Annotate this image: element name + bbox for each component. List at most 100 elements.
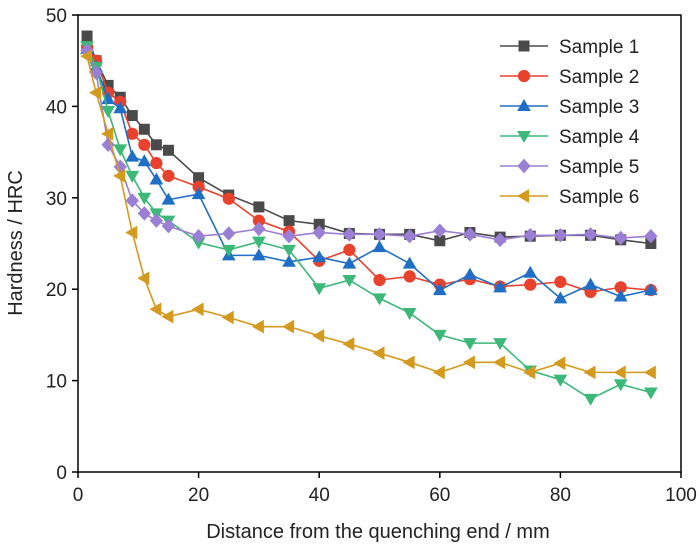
y-tick-label: 40 xyxy=(46,97,67,118)
data-point xyxy=(221,244,236,257)
data-point xyxy=(433,223,447,238)
data-point xyxy=(403,270,416,283)
data-point xyxy=(125,225,138,240)
series-2 xyxy=(80,40,657,299)
data-point xyxy=(462,355,475,370)
data-point xyxy=(553,356,566,371)
x-tick-label: 80 xyxy=(550,485,571,506)
series-4 xyxy=(80,41,658,406)
data-point xyxy=(283,215,295,227)
data-point xyxy=(282,244,296,257)
legend-label: Sample 6 xyxy=(559,187,639,208)
data-point xyxy=(113,169,126,183)
data-point xyxy=(583,393,598,406)
data-point xyxy=(402,228,417,244)
data-point xyxy=(614,230,628,246)
data-point xyxy=(191,302,204,317)
legend-marker xyxy=(517,131,531,144)
data-point xyxy=(432,329,447,342)
series-layer xyxy=(80,30,658,406)
plot-frame xyxy=(77,14,682,473)
data-point xyxy=(126,110,138,122)
x-tick-label: 0 xyxy=(73,485,84,506)
data-point xyxy=(554,275,567,288)
legend-marker xyxy=(516,189,529,203)
data-point xyxy=(342,256,357,269)
series-line xyxy=(86,55,651,374)
data-point xyxy=(643,387,658,400)
data-point xyxy=(523,365,536,380)
data-point xyxy=(161,192,176,205)
data-point xyxy=(493,280,507,293)
data-point xyxy=(312,250,327,263)
data-point xyxy=(402,355,415,370)
data-point xyxy=(523,265,538,278)
legend-item: Sample 3 xyxy=(500,97,639,118)
data-point xyxy=(125,149,140,162)
legend-label: Sample 5 xyxy=(559,157,639,178)
data-point xyxy=(149,172,164,185)
y-axis-title: Hardness / HRC xyxy=(5,170,27,316)
data-point xyxy=(282,228,296,244)
legend-item: Sample 5 xyxy=(500,157,639,178)
data-point xyxy=(372,346,385,361)
data-point xyxy=(402,256,417,269)
data-point xyxy=(583,277,598,290)
data-point xyxy=(373,273,386,287)
data-point xyxy=(125,170,140,183)
data-point xyxy=(113,101,128,114)
data-point xyxy=(312,225,326,240)
data-point xyxy=(553,228,568,243)
data-point xyxy=(137,154,152,167)
data-point xyxy=(191,228,206,244)
series-5 xyxy=(80,43,658,248)
data-point xyxy=(613,289,628,302)
data-point xyxy=(282,254,296,267)
data-point xyxy=(80,49,93,63)
legend-marker xyxy=(517,69,531,83)
legend-marker xyxy=(518,40,530,52)
data-point xyxy=(342,275,357,288)
data-point xyxy=(138,123,150,135)
data-point xyxy=(252,236,266,249)
y-tick-label: 50 xyxy=(46,6,67,27)
data-point xyxy=(253,201,265,213)
data-point xyxy=(81,30,93,42)
legend-label: Sample 4 xyxy=(559,127,640,148)
legend: Sample 1 Sample 2 Sample 3 Sample 4 Sample 5… xyxy=(500,37,640,208)
data-point xyxy=(251,319,264,334)
data-point xyxy=(101,105,116,118)
y-tick-label: 30 xyxy=(46,189,67,210)
data-point xyxy=(343,243,356,256)
data-point xyxy=(613,365,626,380)
data-point xyxy=(523,228,537,243)
data-point xyxy=(89,85,102,100)
data-point xyxy=(149,213,164,228)
legend-item: Sample 2 xyxy=(500,67,639,88)
data-point xyxy=(161,218,176,234)
data-point xyxy=(137,271,150,286)
data-point xyxy=(125,193,139,208)
data-point xyxy=(463,227,477,242)
data-point xyxy=(101,126,114,141)
data-point xyxy=(643,283,658,296)
legend-marker xyxy=(517,158,531,174)
data-point xyxy=(149,302,162,317)
data-point xyxy=(342,337,355,351)
data-point xyxy=(432,283,447,296)
data-point xyxy=(252,221,266,237)
data-point xyxy=(252,248,266,261)
data-point xyxy=(137,206,152,221)
legend-marker xyxy=(517,98,531,111)
legend-item: Sample 1 xyxy=(500,37,639,58)
x-tick-label: 20 xyxy=(188,485,209,506)
y-tick-label: 20 xyxy=(46,280,67,301)
data-point xyxy=(282,319,295,334)
data-point xyxy=(493,338,507,351)
data-point xyxy=(553,374,568,387)
data-point xyxy=(583,365,596,380)
y-tick-label: 10 xyxy=(46,372,67,393)
x-tick-label: 100 xyxy=(665,485,697,506)
